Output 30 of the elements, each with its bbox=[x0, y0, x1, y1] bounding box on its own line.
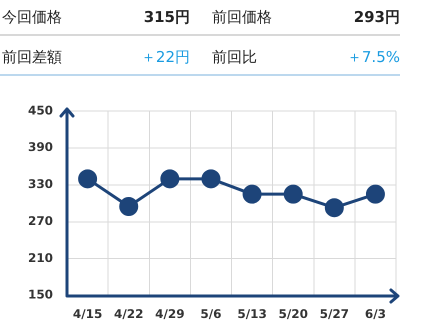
x-tick-label: 5/13 bbox=[237, 306, 267, 321]
text: 前回差額 bbox=[2, 48, 62, 66]
y-tick-label: 270 bbox=[28, 214, 54, 228]
y-tick-label: 390 bbox=[28, 140, 54, 154]
point bbox=[78, 169, 98, 188]
y-tick-label: 150 bbox=[28, 288, 54, 302]
x-tick-label: 4/15 bbox=[72, 306, 102, 321]
x-tick-label: 5/20 bbox=[278, 306, 308, 321]
text: 今回価格 bbox=[2, 8, 62, 26]
y-tick-label: 330 bbox=[28, 177, 54, 192]
point bbox=[160, 169, 180, 188]
text: 前回比 bbox=[212, 48, 257, 66]
x-tick-label: 5/6 bbox=[200, 306, 222, 321]
point bbox=[119, 196, 138, 216]
point bbox=[242, 184, 262, 204]
y-tick-label: 210 bbox=[28, 250, 54, 265]
x-tick-label: 6/3 bbox=[364, 306, 386, 321]
text: ＋22円 bbox=[140, 48, 190, 66]
text: 293円 bbox=[354, 8, 400, 26]
y-tick-label: 450 bbox=[28, 103, 54, 118]
text: 315円 bbox=[144, 8, 190, 26]
point bbox=[366, 184, 385, 204]
x-tick-label: 5/27 bbox=[320, 306, 350, 321]
x-tick-label: 4/22 bbox=[114, 306, 144, 321]
text: 前回価格 bbox=[212, 8, 272, 26]
text: ＋7.5% bbox=[346, 48, 400, 66]
point bbox=[324, 198, 344, 218]
point bbox=[201, 169, 220, 188]
x-tick-label: 4/29 bbox=[155, 306, 185, 321]
point bbox=[284, 184, 303, 204]
